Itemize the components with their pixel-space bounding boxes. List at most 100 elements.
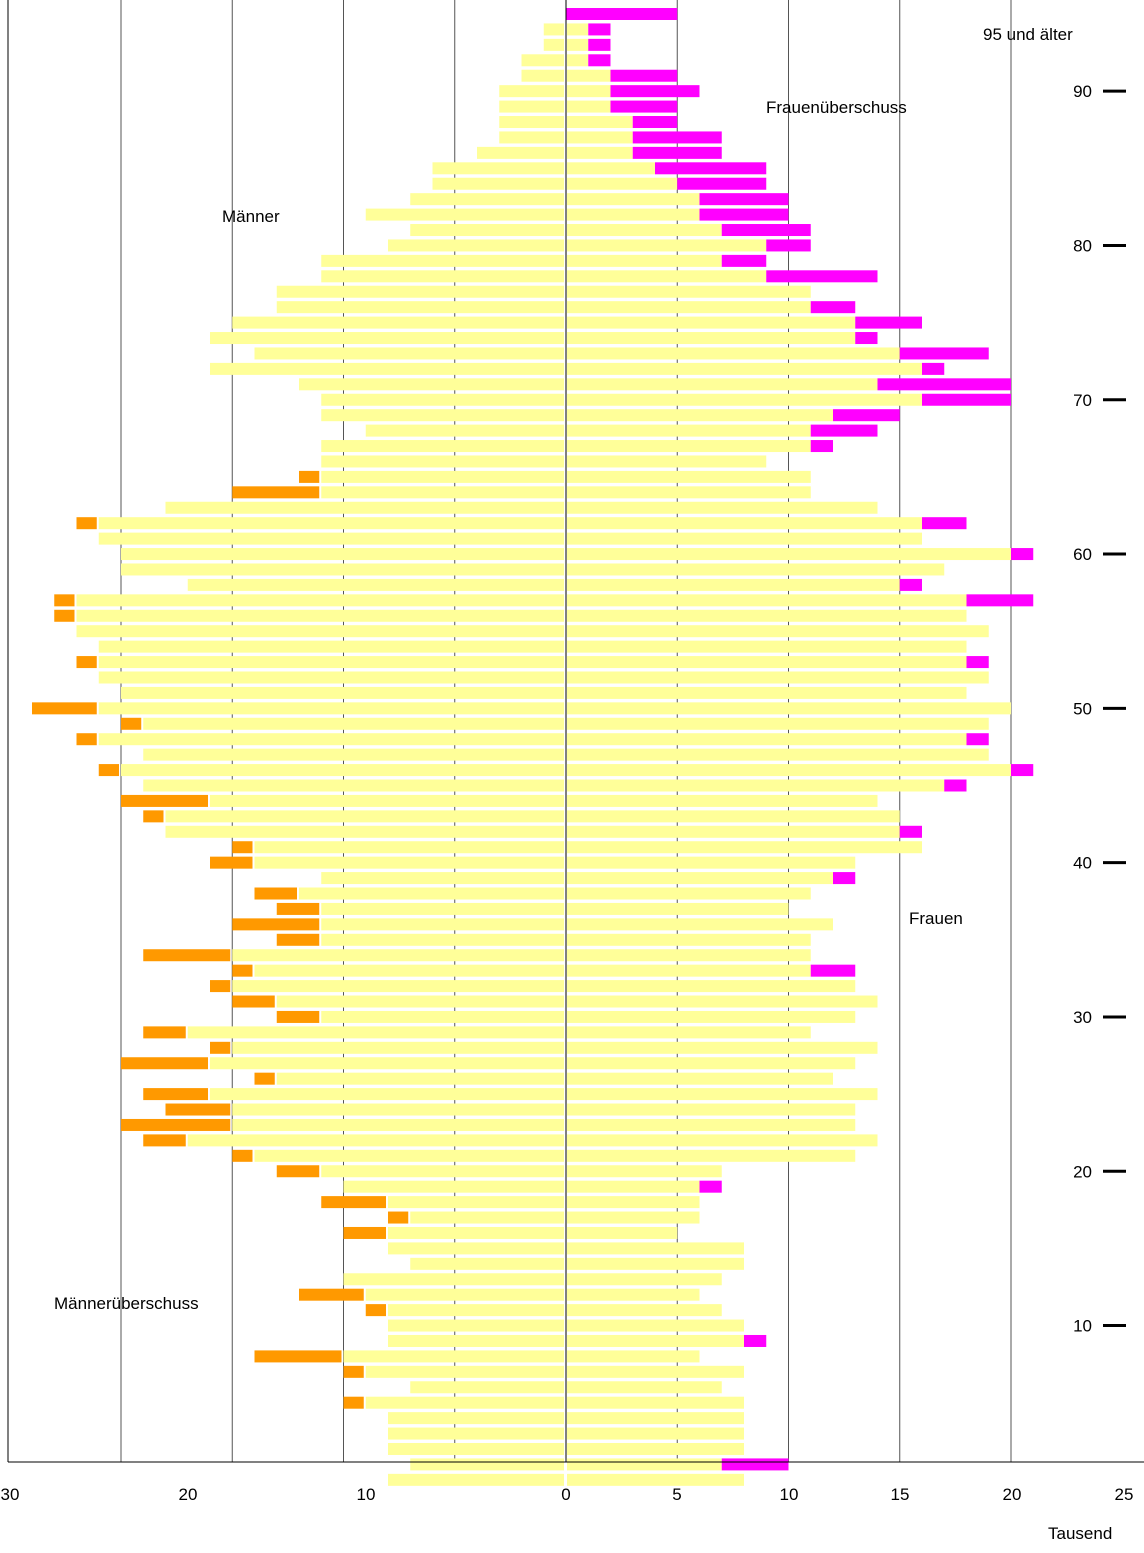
female-bar (567, 347, 900, 360)
female-bar (567, 702, 1011, 715)
y-tick-label: 50 (1073, 699, 1092, 718)
bars (32, 8, 1034, 1486)
male-bar (76, 625, 564, 638)
female-surplus-bar (810, 440, 833, 453)
male-bar (432, 162, 564, 175)
female-bar (567, 1273, 722, 1286)
male-bar (321, 933, 564, 946)
female-bar (567, 69, 611, 82)
female-bar (567, 301, 811, 314)
male-surplus-bar (121, 717, 142, 730)
male-bar (521, 54, 564, 67)
female-bar (567, 1365, 744, 1378)
female-bar (567, 794, 878, 807)
male-surplus-bar (54, 609, 75, 622)
x-tick-label: 30 (1, 1485, 20, 1504)
male-surplus-bar (76, 656, 97, 669)
male-bar (121, 686, 564, 699)
female-bar (567, 578, 900, 591)
male-surplus-bar (143, 1026, 186, 1039)
female-bar (567, 100, 611, 113)
male-bar (210, 1088, 564, 1101)
male-surplus-bar (210, 856, 253, 869)
female-bar (567, 1473, 744, 1486)
x-tick-label: 5 (672, 1485, 681, 1504)
female-bar (567, 1149, 856, 1162)
female-bar (567, 239, 767, 252)
female-surplus-bar (1011, 764, 1034, 777)
male-bar (388, 1304, 564, 1317)
female-bar (567, 424, 811, 437)
male-surplus-bar (210, 1041, 231, 1054)
female-bar (567, 733, 967, 746)
male-bar (388, 1334, 564, 1347)
male-bar (299, 378, 564, 391)
male-bar (210, 332, 564, 345)
female-bar (567, 193, 700, 206)
female-bar (567, 285, 811, 298)
female-surplus-bar (966, 656, 989, 669)
male-bar (98, 702, 564, 715)
x-axis-ticks: 30 20 10 0 5 10 15 20 25 (1, 1485, 1134, 1504)
female-surplus-bar (1011, 548, 1034, 561)
female-bar (567, 1226, 678, 1239)
female-bar (567, 918, 833, 931)
x-tick-label: 15 (891, 1485, 910, 1504)
male-bar (365, 1365, 564, 1378)
male-surplus-bar (343, 1226, 386, 1239)
male-surplus-bar (254, 1072, 275, 1085)
male-bar (121, 563, 564, 576)
female-surplus-bar (721, 254, 767, 267)
female-bar (567, 748, 989, 761)
male-bar (143, 717, 564, 730)
male-bar (388, 1319, 564, 1332)
male-surplus-bar (276, 933, 320, 946)
male-bar (543, 38, 564, 51)
male-bar (410, 224, 564, 237)
female-bar (567, 1180, 700, 1193)
male-surplus-bar (254, 1350, 342, 1363)
male-bar (321, 1010, 564, 1023)
male-bar (276, 995, 564, 1008)
male-surplus-bar (143, 949, 231, 962)
female-surplus-bar (566, 8, 678, 20)
male-bar (388, 1226, 564, 1239)
male-bar (321, 902, 564, 915)
female-bar (567, 1088, 878, 1101)
male-bar (388, 1196, 564, 1209)
male-surplus-bar (32, 702, 97, 715)
x-tick-label: 20 (1003, 1485, 1022, 1504)
male-surplus-bar (232, 995, 275, 1008)
male-bar (98, 733, 564, 746)
female-surplus-bar (810, 424, 878, 437)
unit-label: Tausend (1048, 1524, 1112, 1543)
female-surplus-bar (810, 964, 856, 977)
female-surplus-bar (766, 239, 811, 252)
female-bar (567, 594, 967, 607)
male-surplus-bar (98, 764, 119, 777)
female-surplus-bar (588, 38, 611, 51)
male-surplus-bar (388, 1211, 409, 1224)
female-surplus-bar (855, 316, 922, 329)
male-bar (321, 486, 564, 499)
female-bar (567, 810, 900, 823)
female-bar (567, 532, 922, 545)
female-bar (567, 1319, 744, 1332)
male-bar (187, 578, 564, 591)
female-bar (567, 23, 589, 36)
x-tick-label: 10 (780, 1485, 799, 1504)
female-label: Frauen (909, 909, 963, 928)
male-bar (121, 548, 564, 561)
female-surplus-bar (677, 177, 767, 190)
female-surplus-bar (899, 578, 922, 591)
male-bar (365, 208, 564, 221)
male-bar (76, 594, 564, 607)
y-tick-label: 60 (1073, 545, 1092, 564)
female-bar (567, 764, 1011, 777)
female-surplus-bar (699, 208, 789, 221)
male-bar (165, 825, 564, 838)
male-surplus-bar (299, 470, 320, 483)
female-bar (567, 254, 722, 267)
female-bar (567, 1041, 878, 1054)
male-bar (432, 177, 564, 190)
